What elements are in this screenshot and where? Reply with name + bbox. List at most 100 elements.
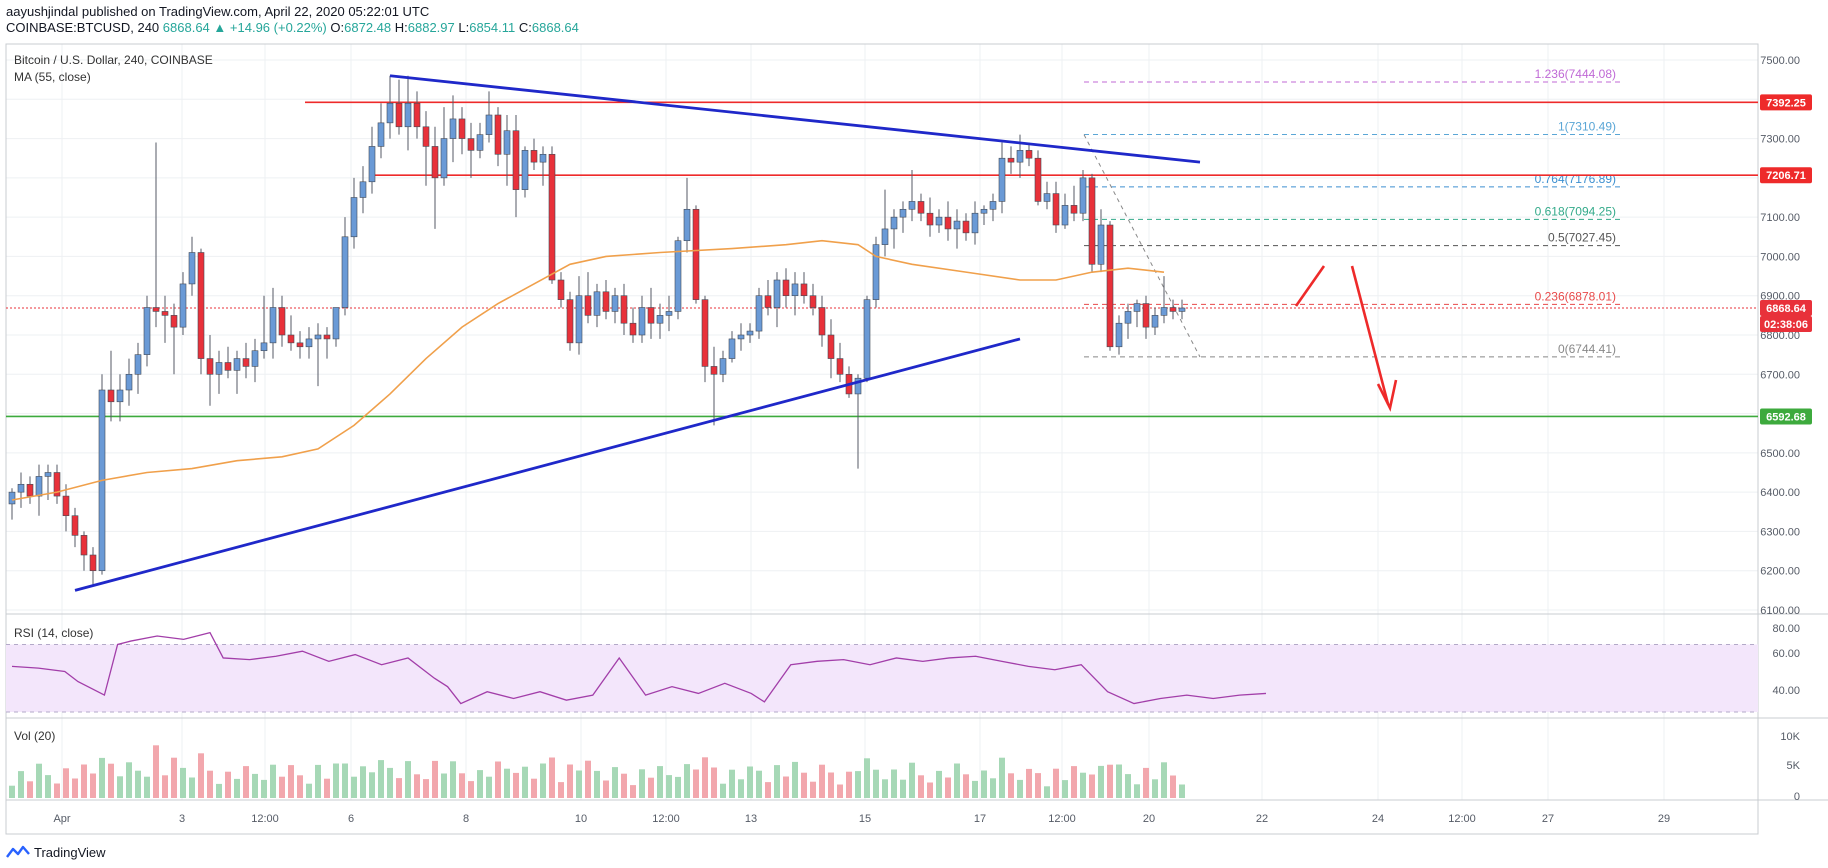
candle-body — [35, 476, 43, 497]
volume-bar — [927, 782, 933, 798]
x-tick-label: 12:00 — [1448, 813, 1476, 825]
projection-arrows — [1294, 265, 1398, 412]
x-tick-label: 3 — [179, 813, 185, 825]
volume-bar — [567, 764, 573, 798]
volume-bar — [405, 761, 411, 798]
volume-bar — [630, 785, 636, 798]
ma-legend: MA (55, close) — [14, 70, 91, 84]
volume-bar — [810, 781, 816, 798]
volume-bar — [234, 778, 240, 798]
volume-bar — [936, 770, 942, 798]
candle-body — [449, 118, 457, 139]
vol-tick-label: 10K — [1780, 731, 1800, 743]
volume-bar — [54, 783, 60, 798]
candle-body — [710, 366, 718, 375]
volume-bar — [648, 777, 654, 798]
volume-bar — [396, 778, 402, 798]
fib-label: 1(7310.49) — [1558, 119, 1616, 133]
x-tick-label: Apr — [53, 813, 70, 825]
publisher-text: aayushjindal published on TradingView.co… — [6, 4, 430, 19]
volume-bar — [198, 753, 204, 798]
volume-bar — [558, 782, 564, 798]
candle-body — [116, 389, 124, 403]
vol-legend: Vol (20) — [14, 729, 55, 743]
volume-bar — [207, 770, 213, 798]
volume-bar — [144, 776, 150, 798]
volume-bar — [1116, 764, 1122, 798]
volume-bar — [369, 772, 375, 798]
volume-bar — [828, 772, 834, 798]
ohlc-line: COINBASE:BTCUSD, 240 6868.64 ▲ +14.96 (+… — [6, 20, 579, 35]
volume-bar — [720, 783, 726, 798]
volume-bar — [1152, 779, 1158, 798]
volume-bar — [1008, 773, 1014, 798]
fibonacci-levels: 1.236(7444.08) 1(7310.49) 0.764(7176.89) 0.… — [1083, 67, 1620, 358]
candle-body — [233, 358, 241, 371]
candle-body — [278, 307, 286, 336]
candle-body — [530, 150, 538, 163]
volume-bar — [9, 785, 15, 798]
candle-body — [962, 220, 970, 234]
candle-body — [800, 283, 808, 297]
volume-bar — [702, 757, 708, 798]
volume-bar — [153, 745, 159, 798]
candle-body — [1133, 303, 1141, 312]
volume-bar — [342, 763, 348, 798]
volume-bar — [981, 770, 987, 798]
volume-bar — [612, 767, 618, 798]
volume-bar — [252, 773, 258, 798]
high-value: 6882.97 — [407, 20, 455, 35]
candle-body — [1097, 224, 1105, 265]
y-tick-label: 7300.00 — [1760, 134, 1800, 146]
volume-bar — [315, 764, 321, 798]
candle-body — [215, 362, 223, 375]
volume-bar — [306, 783, 312, 798]
trendlines — [74, 74, 1201, 592]
volume-bar — [1062, 780, 1068, 798]
chart-header: aayushjindal published on TradingView.co… — [0, 0, 1828, 44]
candle-body — [629, 322, 637, 336]
price-change: +14.96 (+0.22%) — [229, 20, 327, 35]
candle-body — [332, 307, 340, 340]
fib-label: 1.236(7444.08) — [1535, 67, 1616, 81]
volume-bar — [621, 773, 627, 798]
candle-body — [1124, 311, 1132, 324]
x-tick-label: 6 — [348, 813, 354, 825]
x-tick-label: 12:00 — [251, 813, 279, 825]
rsi-line — [11, 631, 1267, 705]
price-tag-label: 7392.25 — [1766, 97, 1806, 109]
candle-body — [764, 295, 772, 308]
volume-bar — [1107, 764, 1113, 798]
volume-bar — [117, 776, 123, 798]
candle-body — [773, 279, 781, 308]
volume-bar — [63, 768, 69, 798]
volume-bar — [819, 764, 825, 798]
candle-body — [575, 295, 583, 344]
y-tick-label: 7500.00 — [1760, 55, 1800, 67]
candle-body — [143, 307, 151, 355]
candle-body — [602, 291, 610, 312]
candle-body — [836, 358, 844, 375]
candle-body — [917, 201, 925, 214]
y-tick-label: 6900.00 — [1760, 291, 1800, 303]
volume-bar — [837, 784, 843, 798]
volume-bar — [639, 769, 645, 798]
volume-bar — [1125, 774, 1131, 798]
y-tick-label: 7000.00 — [1760, 251, 1800, 263]
candle-body — [71, 515, 79, 536]
volume-bar — [864, 758, 870, 798]
volume-bar — [432, 760, 438, 798]
x-tick-label: 17 — [974, 813, 986, 825]
candle-body — [1079, 177, 1087, 214]
volume-bar — [1098, 765, 1104, 798]
y-tick-label: 6100.00 — [1760, 605, 1800, 617]
volume-bar — [288, 765, 294, 798]
volume-bar — [576, 770, 582, 798]
candle-body — [386, 102, 394, 124]
candle-body — [134, 354, 142, 375]
candle-body — [521, 150, 529, 190]
x-tick-label: 24 — [1372, 813, 1384, 825]
rsi-legend: RSI (14, close) — [14, 626, 93, 640]
candle-body — [17, 483, 25, 493]
